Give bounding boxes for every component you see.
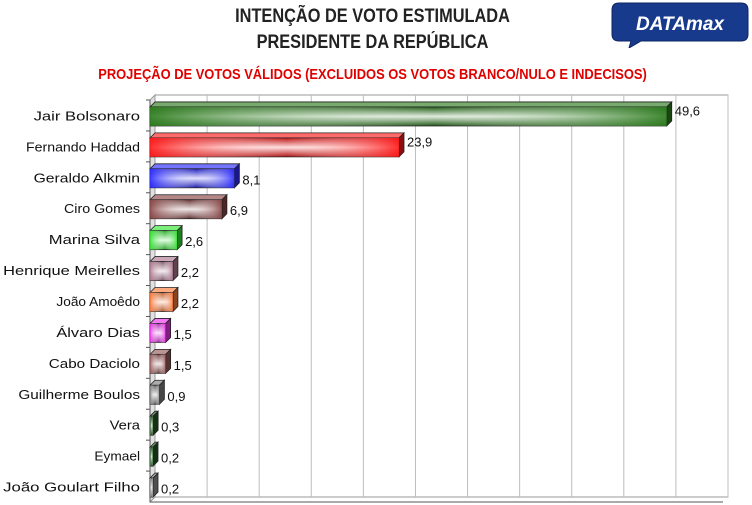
value-label: 1,5 [174,358,192,373]
category-label: Álvaro Dias [56,325,140,340]
bar [149,441,159,468]
bar-highlight [150,416,154,436]
bar [149,379,166,406]
value-label: 1,5 [174,327,192,342]
bar [149,100,673,127]
bar-highlight [150,385,160,405]
category-label: João Goulart Filho [3,480,140,495]
plot-area: Jair Bolsonaro 49,6 Fernando Haddad 23,9 Ger… [3,93,729,504]
bar-top [149,163,241,170]
value-label: 2,6 [185,234,203,249]
category-label: Guilherme Boulos [18,387,140,402]
bar [149,472,159,499]
value-label: 0,2 [161,451,179,466]
bar-highlight [150,323,166,343]
category-label: João Amoêdo [56,294,140,309]
bar [149,224,184,251]
bar-highlight [150,199,222,219]
bar-highlight [150,447,153,467]
bar-highlight [150,261,173,281]
value-label: 8,1 [242,172,260,187]
value-label: 2,2 [181,296,199,311]
bar [149,193,228,220]
bar-top [149,101,673,108]
value-label: 49,6 [675,103,700,118]
category-label: Eymael [94,449,140,464]
category-label: Ciro Gomes [64,201,141,216]
value-label: 2,2 [181,265,199,280]
chart-subtitle: PROJEÇÃO DE VOTOS VÁLIDOS (EXCLUIDOS OS … [98,66,647,83]
logo-text: DATAmax [636,14,725,35]
bar-top [149,194,228,201]
bar [149,317,172,344]
bar-highlight [150,137,399,157]
value-label: 6,9 [230,203,248,218]
bar [149,131,405,158]
category-label: Henrique Meirelles [3,263,140,278]
chart-title: INTENÇÃO DE VOTO ESTIMULADA [235,6,510,27]
category-label: Cabo Daciolo [49,356,140,371]
bar-top [149,132,405,139]
bar [149,162,241,189]
bar [149,255,179,282]
bar-highlight [150,230,178,250]
category-label: Geraldo Alkmin [34,170,140,185]
bar-highlight [150,168,235,188]
category-label: Vera [110,418,141,433]
bar [149,348,172,375]
category-label: Fernando Haddad [26,139,140,154]
value-label: 0,9 [167,389,185,404]
datamax-logo: DATAmax [611,2,749,48]
bar-highlight [150,106,667,126]
value-label: 23,9 [407,134,432,149]
category-label: Marina Silva [49,232,141,247]
chart-title-line2: PRESIDENTE DA REPÚBLICA [256,32,489,53]
bar [149,410,160,437]
bar-highlight [150,292,173,312]
bar-highlight [150,478,153,498]
value-label: 0,3 [161,420,179,435]
bar-highlight [150,354,166,374]
value-label: 0,2 [161,482,179,497]
category-label: Jair Bolsonaro [34,108,140,123]
bar [149,286,179,313]
